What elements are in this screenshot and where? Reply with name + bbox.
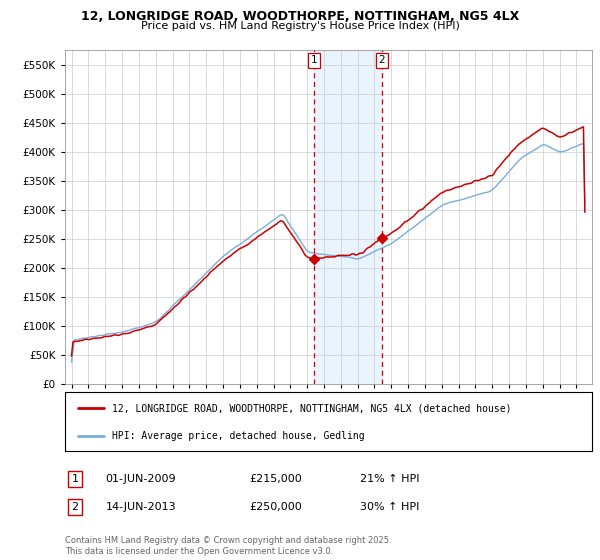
Text: 21% ↑ HPI: 21% ↑ HPI [360, 474, 420, 484]
Text: 12, LONGRIDGE ROAD, WOODTHORPE, NOTTINGHAM, NG5 4LX: 12, LONGRIDGE ROAD, WOODTHORPE, NOTTINGH… [81, 10, 519, 23]
Text: £215,000: £215,000 [250, 474, 302, 484]
Text: £250,000: £250,000 [250, 502, 302, 512]
Bar [314, 50, 382, 384]
Text: 30% ↑ HPI: 30% ↑ HPI [361, 502, 419, 512]
Text: Contains HM Land Registry data © Crown copyright and database right 2025.
This d: Contains HM Land Registry data © Crown c… [65, 536, 391, 556]
Text: 12, LONGRIDGE ROAD, WOODTHORPE, NOTTINGHAM, NG5 4LX (detached house): 12, LONGRIDGE ROAD, WOODTHORPE, NOTTINGH… [112, 403, 512, 413]
Text: 2: 2 [379, 55, 385, 66]
Text: 2: 2 [71, 502, 79, 512]
Text: 14-JUN-2013: 14-JUN-2013 [106, 502, 176, 512]
Text: Price paid vs. HM Land Registry's House Price Index (HPI): Price paid vs. HM Land Registry's House … [140, 21, 460, 31]
Text: HPI: Average price, detached house, Gedling: HPI: Average price, detached house, Gedl… [112, 431, 365, 441]
Text: 1: 1 [71, 474, 79, 484]
Text: 1: 1 [311, 55, 317, 66]
Text: 01-JUN-2009: 01-JUN-2009 [106, 474, 176, 484]
